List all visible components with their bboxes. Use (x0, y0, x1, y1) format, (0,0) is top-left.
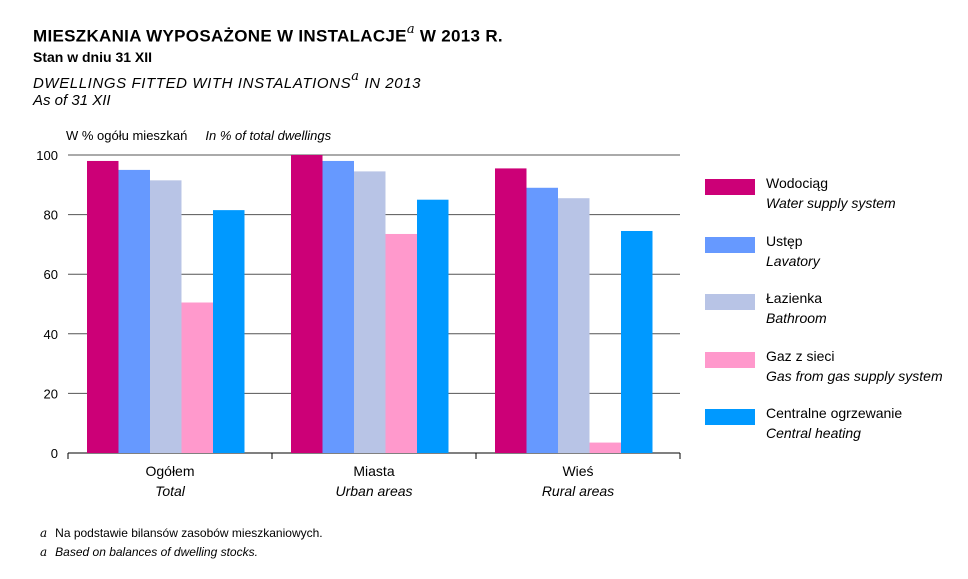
bar (526, 187, 558, 453)
title-en-footnote-mark: a (351, 69, 360, 84)
bar (589, 442, 621, 453)
legend-label-en: Gas from gas supply system (766, 367, 943, 384)
chart-title-en: DWELLINGS FITTED WITH INSTALATIONSa IN 2… (33, 69, 422, 92)
x-tick-label: Miasta (353, 463, 394, 479)
legend-label-en: Water supply system (766, 195, 896, 211)
chart-subtitle-en: As of 31 XII (33, 92, 111, 109)
bar (87, 160, 119, 453)
legend-swatch (705, 351, 755, 368)
legend-label: Gaz z sieci (766, 347, 835, 364)
bar (558, 198, 590, 453)
bar (213, 210, 245, 453)
bar (417, 199, 449, 453)
bar (385, 233, 417, 453)
bar (150, 180, 182, 453)
chart-title-pl: MIESZKANIA WYPOSAŻONE W INSTALACJEa W 20… (33, 22, 503, 46)
legend-swatch (705, 294, 755, 310)
x-tick-label: Wieś (562, 463, 593, 479)
legend-label: Centralne ogrzewanie (766, 405, 903, 421)
y-tick-label: 100 (36, 148, 58, 163)
y-tick-label: 80 (44, 208, 58, 223)
legend-label-en: Lavatory (766, 252, 820, 269)
chart-subtitle-pl: Stan w dniu 31 XII (33, 49, 153, 65)
legend-label: Łazienka (766, 290, 823, 306)
bar (322, 160, 354, 453)
bar (181, 302, 213, 453)
y-tick-label: 0 (51, 446, 58, 461)
y-axis-unit-label: W % ogółu mieszkań In % of total dwelling… (66, 128, 332, 143)
legend-label-en: Central heating (766, 425, 861, 441)
x-tick-label-en: Urban areas (335, 483, 412, 499)
legend-label: Wodociąg (766, 175, 829, 191)
legend-swatch (705, 236, 755, 253)
footnote-en: a Based on balances of dwelling stocks. (40, 545, 258, 559)
title-footnote-mark: a (406, 22, 415, 37)
legend-swatch (705, 409, 755, 425)
bar (621, 230, 653, 453)
x-tick-label-en: Total (155, 483, 186, 499)
bar (495, 168, 527, 453)
x-tick-label: Ogółem (145, 463, 194, 479)
y-tick-label: 60 (44, 267, 58, 282)
footnote-pl: a Na podstawie bilansów zasobów mieszkani… (40, 526, 323, 540)
legend-label-en: Bathroom (766, 310, 827, 326)
legend-label: Ustęp (766, 232, 803, 249)
legend-swatch (705, 179, 755, 195)
y-tick-label: 20 (44, 386, 58, 401)
bar (118, 169, 150, 453)
x-tick-label-en: Rural areas (542, 483, 614, 499)
y-tick-label: 40 (44, 327, 58, 342)
bar (291, 155, 323, 453)
bar (354, 171, 386, 453)
